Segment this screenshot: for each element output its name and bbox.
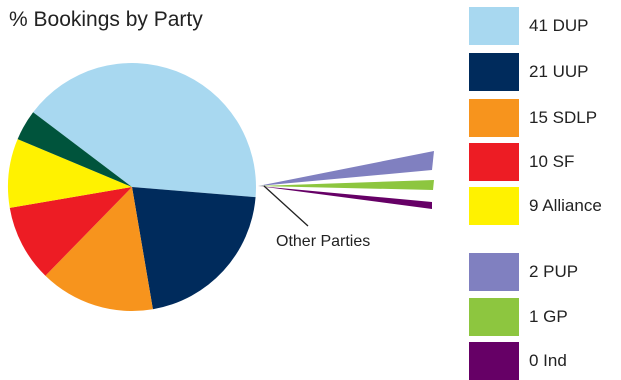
legend-label-ind: 0 Ind (529, 351, 567, 370)
legend-label-dup: 41 DUP (529, 16, 589, 35)
legend-swatch-gp (469, 298, 519, 336)
legend-swatch-dup (469, 7, 519, 45)
legend-swatch-ind (469, 342, 519, 380)
pie-slice-alliance (8, 139, 133, 208)
other-parties-label: Other Parties (276, 233, 371, 250)
legend-label-uup: 21 UUP (529, 62, 589, 81)
pie-slice-sdlp (45, 187, 153, 312)
legend-swatch-uup (469, 53, 519, 91)
pie-slice-dup (33, 63, 256, 198)
legend-swatch-pup (469, 253, 519, 291)
chart-title: % Bookings by Party (9, 8, 203, 31)
legend-label-alliance: 9 Alliance (529, 196, 602, 215)
breakout-wedge-ind (258, 186, 432, 209)
legend-label-gp: 1 GP (529, 307, 568, 326)
pie-slice-sf (9, 187, 132, 276)
pie-slice-uup (132, 187, 256, 310)
legend-label-sf: 10 SF (529, 152, 575, 171)
breakout-wedge-gp (258, 180, 434, 190)
legend-swatch-sdlp (469, 99, 519, 137)
legend-label-pup: 2 PUP (529, 262, 579, 281)
legend-swatch-sf (469, 143, 519, 181)
pie-slice-other (17, 112, 132, 187)
legend-label-sdlp: 15 SDLP (529, 108, 598, 127)
legend-swatch-alliance (469, 187, 519, 225)
other-parties-leader-line (263, 185, 309, 227)
breakout-wedge-pup (258, 151, 434, 186)
